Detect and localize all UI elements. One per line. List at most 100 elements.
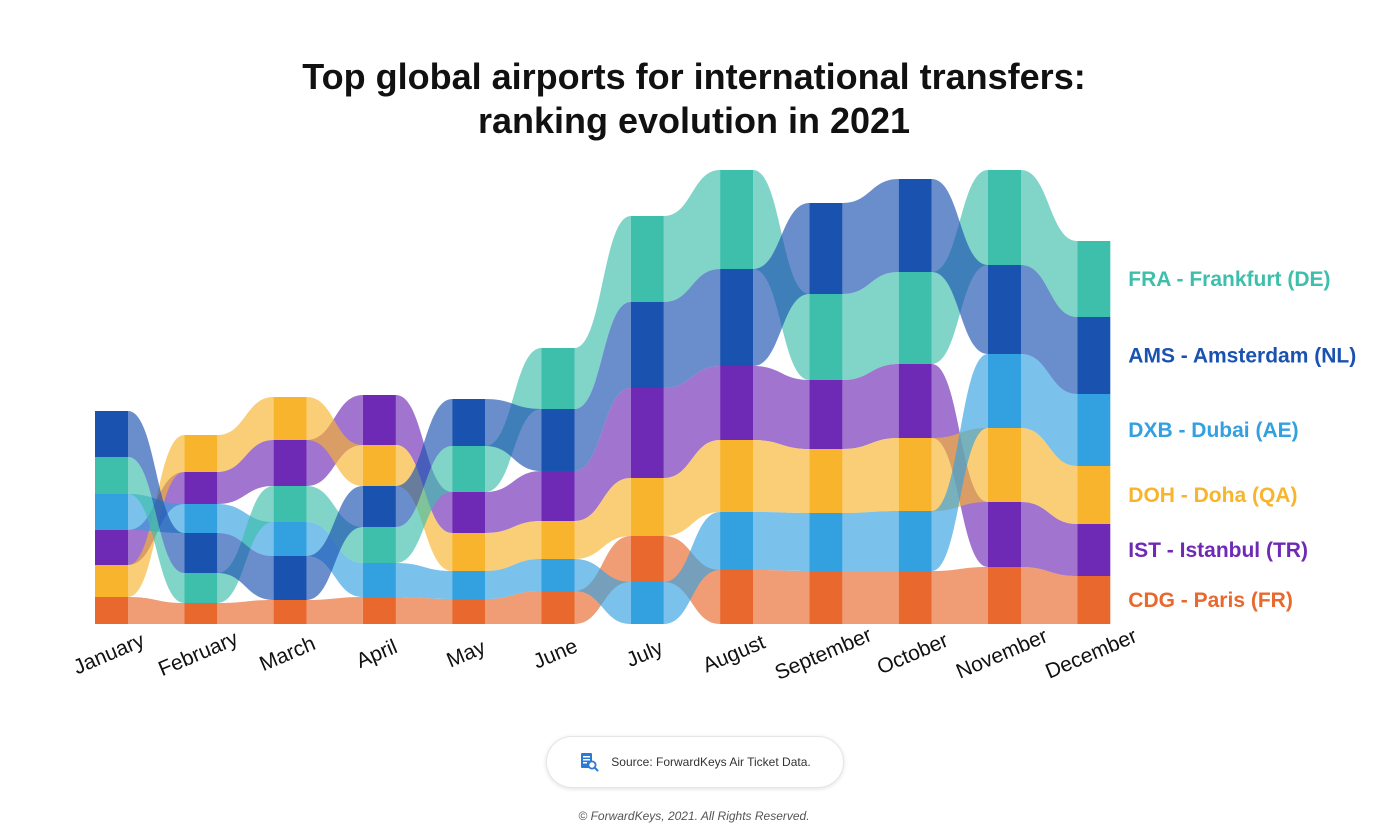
bar-dxb-september <box>809 513 843 571</box>
legend-doh: DOH - Doha (QA) <box>1128 484 1297 507</box>
bar-fra-may <box>452 446 486 492</box>
bar-dxb-january <box>95 494 128 530</box>
flow-cdg-5 <box>485 591 542 624</box>
bar-doh-september <box>809 449 843 513</box>
bar-ams-may <box>452 399 486 446</box>
flow-ams-2 <box>217 533 274 600</box>
bar-ist-july <box>630 388 664 478</box>
copyright: © ForwardKeys, 2021. All Rights Reserved… <box>578 809 810 823</box>
month-label-march: March <box>256 632 319 676</box>
legend-ams: AMS - Amsterdam (NL) <box>1128 345 1356 368</box>
bar-dxb-march <box>273 522 307 556</box>
flow-ams-11 <box>1021 265 1078 394</box>
flow-ist-8 <box>753 366 810 449</box>
flow-ist-2 <box>217 440 274 504</box>
flow-ist-5 <box>485 471 542 533</box>
flow-doh-6 <box>574 478 631 559</box>
flow-ams-3 <box>306 486 363 600</box>
bar-cdg-april <box>362 597 396 624</box>
flow-ist-6 <box>574 388 631 521</box>
bar-ams-june <box>541 409 575 471</box>
bar-dxb-october <box>898 511 932 571</box>
bar-cdg-july <box>630 536 664 582</box>
month-label-october: October <box>874 629 952 679</box>
bar-ams-july <box>630 302 664 388</box>
bar-dxb-july <box>630 582 664 624</box>
flow-ist-7 <box>663 366 721 478</box>
bar-ams-march <box>273 556 307 600</box>
bar-cdg-june <box>541 591 575 624</box>
bar-doh-november <box>988 428 1021 502</box>
bar-ams-august <box>720 269 754 366</box>
bar-doh-august <box>720 440 754 512</box>
legend-fra: FRA - Frankfurt (DE) <box>1128 268 1330 291</box>
flow-cdg-11 <box>1021 567 1078 624</box>
month-label-february: February <box>155 627 242 681</box>
flow-fra-7 <box>663 170 721 302</box>
flow-cdg-3 <box>306 597 363 624</box>
flow-cdg-8 <box>753 570 810 624</box>
flow-ams-4 <box>395 399 453 527</box>
flow-ams-9 <box>842 179 899 294</box>
flow-doh-5 <box>485 521 542 571</box>
month-axis: January February March April May June July Augu… <box>70 623 1140 684</box>
flow-ist-11 <box>1021 502 1078 576</box>
flow-ams-5 <box>485 399 542 471</box>
bar-doh-february <box>184 435 218 472</box>
bar-cdg-october <box>898 571 932 624</box>
flow-dxb-11 <box>1021 354 1078 466</box>
bar-fra-october <box>898 272 932 364</box>
chart-title-line1: Top global airports for international tr… <box>302 56 1086 97</box>
bar-fra-january <box>95 457 128 494</box>
flow-cdg-1 <box>128 597 185 624</box>
bar-ams-april <box>362 486 396 527</box>
bar-doh-october <box>898 438 932 511</box>
flow-doh-9 <box>842 438 899 513</box>
bar-cdg-december <box>1077 576 1111 624</box>
bar-layer <box>95 170 1111 624</box>
bar-dxb-may <box>452 571 486 599</box>
bar-doh-march <box>273 397 307 440</box>
flow-ams-1 <box>128 411 185 573</box>
bar-ams-january <box>95 411 128 457</box>
legend-cdg: CDG - Paris (FR) <box>1128 589 1293 612</box>
flow-dxb-6 <box>574 559 631 624</box>
chart-title-line2: ranking evolution in 2021 <box>477 100 911 141</box>
month-label-december: December <box>1042 625 1140 684</box>
bar-fra-june <box>541 348 575 409</box>
bar-dxb-february <box>184 504 218 533</box>
bar-ams-september <box>809 203 843 294</box>
flow-fra-11 <box>1021 170 1078 317</box>
bar-fra-august <box>720 170 754 269</box>
bar-dxb-november <box>988 354 1021 428</box>
bar-fra-november <box>988 170 1021 265</box>
month-label-september: September <box>772 623 876 684</box>
bar-doh-december <box>1077 466 1111 524</box>
flow-doh-8 <box>753 440 810 513</box>
month-label-january: January <box>70 629 148 680</box>
flow-doh-11 <box>1021 428 1078 524</box>
bar-ist-august <box>720 366 754 440</box>
bar-cdg-august <box>720 570 754 624</box>
bar-ist-march <box>273 440 307 486</box>
flow-dxb-10 <box>931 354 988 571</box>
bar-ist-may <box>452 492 486 533</box>
bar-ams-november <box>988 265 1021 354</box>
legend: FRA - Frankfurt (DE) AMS - Amsterdam (NL)… <box>1128 268 1356 612</box>
bar-doh-july <box>630 478 664 536</box>
bar-cdg-november <box>988 567 1021 624</box>
month-label-june: June <box>530 635 581 674</box>
bar-fra-february <box>184 573 218 603</box>
flow-cdg-2 <box>217 600 274 624</box>
flow-ams-6 <box>574 302 631 471</box>
source-badge: Source: ForwardKeys Air Ticket Data. <box>546 736 844 788</box>
bar-cdg-february <box>184 603 218 624</box>
bar-cdg-march <box>273 600 307 624</box>
bar-ist-april <box>362 395 396 445</box>
bar-doh-june <box>541 521 575 559</box>
bar-ams-february <box>184 533 218 573</box>
flow-dxb-9 <box>842 511 899 571</box>
bar-cdg-may <box>452 599 486 624</box>
source-text: Source: ForwardKeys Air Ticket Data. <box>611 755 811 769</box>
